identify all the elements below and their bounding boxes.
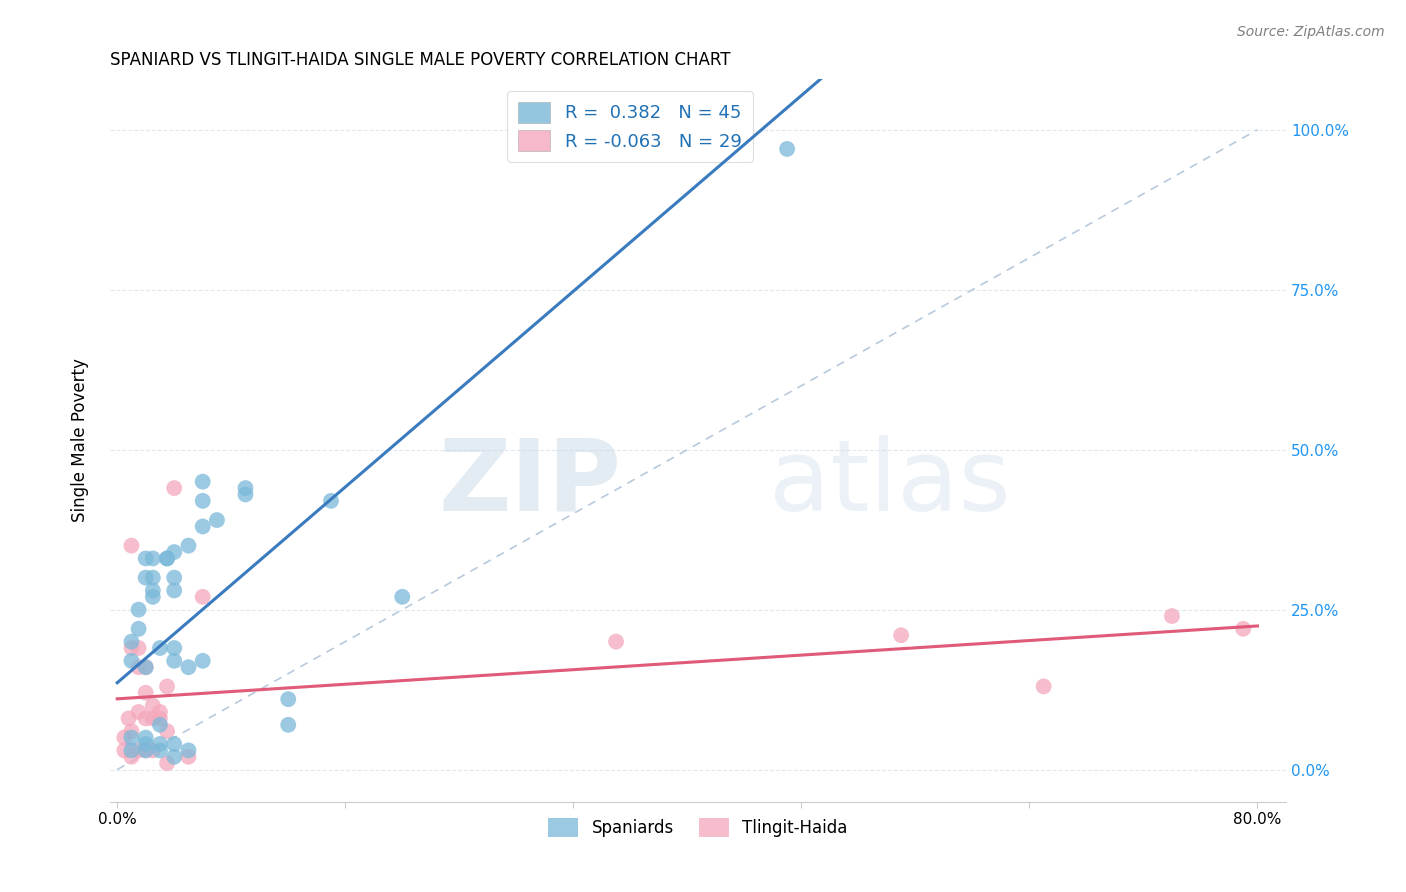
Point <box>120 743 142 757</box>
Point <box>135 660 157 674</box>
Point <box>177 743 200 757</box>
Point <box>135 737 157 751</box>
Point <box>149 640 172 655</box>
Point <box>112 731 135 745</box>
Point <box>163 654 186 668</box>
Point <box>120 654 142 668</box>
Point <box>163 545 186 559</box>
Point <box>163 481 186 495</box>
Point <box>235 481 257 495</box>
Point <box>156 551 179 566</box>
Point <box>142 743 165 757</box>
Point <box>890 628 912 642</box>
Point <box>135 711 157 725</box>
Point <box>605 142 627 156</box>
Point <box>120 731 142 745</box>
Point <box>149 718 172 732</box>
Point <box>177 539 200 553</box>
Point <box>142 551 165 566</box>
Point <box>135 743 157 757</box>
Point <box>149 743 172 757</box>
Point <box>135 660 157 674</box>
Point <box>191 590 214 604</box>
Point <box>605 634 627 648</box>
Point <box>120 634 142 648</box>
Point <box>163 737 186 751</box>
Point <box>648 142 671 156</box>
Point <box>120 749 142 764</box>
Point <box>156 724 179 739</box>
Point <box>128 622 150 636</box>
Y-axis label: Single Male Poverty: Single Male Poverty <box>72 358 89 522</box>
Point <box>142 711 165 725</box>
Point <box>142 698 165 713</box>
Point <box>128 602 150 616</box>
Point <box>135 686 157 700</box>
Point <box>163 571 186 585</box>
Point <box>128 660 150 674</box>
Point <box>1032 680 1054 694</box>
Point <box>235 487 257 501</box>
Point <box>112 743 135 757</box>
Point <box>163 749 186 764</box>
Point <box>135 743 157 757</box>
Point <box>1161 609 1184 624</box>
Point <box>191 475 214 489</box>
Legend: Spaniards, Tlingit-Haida: Spaniards, Tlingit-Haida <box>541 811 855 844</box>
Text: Source: ZipAtlas.com: Source: ZipAtlas.com <box>1237 25 1385 39</box>
Point <box>117 711 139 725</box>
Point <box>149 705 172 719</box>
Point <box>135 731 157 745</box>
Point <box>135 551 157 566</box>
Point <box>120 539 142 553</box>
Text: ZIP: ZIP <box>439 435 621 532</box>
Point <box>177 749 200 764</box>
Text: atlas: atlas <box>769 435 1010 532</box>
Point <box>142 590 165 604</box>
Point <box>163 583 186 598</box>
Point <box>319 493 342 508</box>
Point <box>156 551 179 566</box>
Point <box>120 640 142 655</box>
Point <box>191 519 214 533</box>
Point <box>142 583 165 598</box>
Point <box>135 571 157 585</box>
Point <box>277 692 299 706</box>
Point <box>156 756 179 771</box>
Point <box>156 680 179 694</box>
Point <box>177 660 200 674</box>
Point <box>149 711 172 725</box>
Point <box>149 737 172 751</box>
Point <box>776 142 799 156</box>
Point <box>1232 622 1254 636</box>
Point <box>191 493 214 508</box>
Point <box>163 640 186 655</box>
Point <box>391 590 413 604</box>
Point <box>277 718 299 732</box>
Point <box>120 724 142 739</box>
Point <box>128 743 150 757</box>
Point <box>128 705 150 719</box>
Point <box>142 571 165 585</box>
Point <box>205 513 228 527</box>
Text: SPANIARD VS TLINGIT-HAIDA SINGLE MALE POVERTY CORRELATION CHART: SPANIARD VS TLINGIT-HAIDA SINGLE MALE PO… <box>110 51 731 69</box>
Point <box>191 654 214 668</box>
Point <box>128 640 150 655</box>
